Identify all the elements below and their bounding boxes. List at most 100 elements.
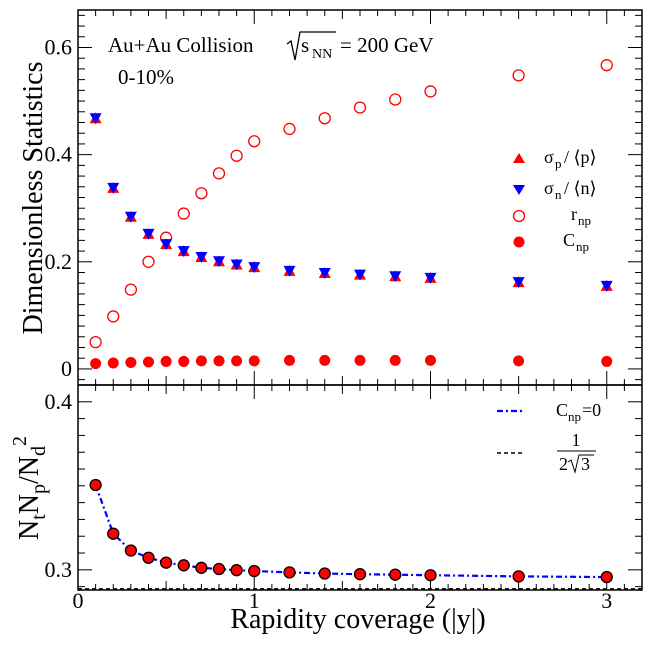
data-point-cnp: [231, 355, 243, 367]
legend-label-sub: np: [576, 239, 589, 254]
legend-label-rest: / ⟨n⟩: [564, 178, 597, 198]
bottom-y-axis-title: NtNp/Nd2: [9, 436, 50, 540]
top-y-axis-title: Dimensionless Statistics: [18, 62, 49, 335]
data-point-cnp: [90, 358, 102, 370]
data-point-cnp: [513, 355, 525, 367]
data-point-cnp: [319, 354, 331, 366]
legend-label-main: σ: [544, 178, 554, 198]
y-tick-label: 0.4: [45, 142, 73, 167]
legend-label-rest: =0: [582, 400, 601, 420]
top-markers: [89, 59, 613, 370]
sqrt-sign: [567, 454, 594, 474]
bottom-markers: [89, 478, 613, 584]
data-point-rnp: [248, 135, 261, 148]
data-point-sigma-n: [424, 272, 437, 284]
data-point-sigma-n: [230, 259, 243, 271]
legend-marker-open-circle: [512, 209, 526, 223]
data-point: [142, 551, 155, 564]
data-point-rnp: [177, 207, 190, 220]
y-tick-label: 0.3: [45, 557, 73, 582]
data-point-sigma-n: [142, 228, 155, 240]
data-point: [353, 568, 367, 581]
data-point-sigma-n: [89, 113, 102, 125]
legend-label-sub: n: [555, 187, 562, 202]
data-point-cnp: [389, 354, 401, 366]
legend-label-sub: np: [568, 409, 581, 424]
data-point-rnp: [89, 335, 102, 349]
data-point-rnp: [424, 85, 437, 98]
data-point: [177, 559, 190, 572]
data-point-rnp: [195, 187, 208, 200]
x-tick-label: 1: [249, 588, 260, 613]
data-point: [124, 544, 138, 557]
data-point: [89, 478, 102, 492]
y-tick-label: 0: [61, 356, 72, 381]
legend-label-rest: / ⟨p⟩: [564, 147, 597, 167]
fraction-denominator-radicand: 3: [581, 454, 590, 474]
data-point-sigma-n: [213, 256, 225, 268]
data-point-cnp: [160, 355, 172, 367]
data-point-cnp: [248, 355, 260, 367]
data-point: [424, 569, 437, 582]
y-tick-label: 0.4: [45, 389, 73, 414]
data-point: [283, 566, 296, 579]
data-point-rnp: [600, 59, 613, 72]
data-point-sigma-n: [107, 182, 120, 194]
data-point: [230, 564, 243, 577]
data-point: [159, 556, 173, 569]
legend-entry-cnp-zero: C np =0: [497, 400, 601, 424]
data-point: [212, 562, 226, 576]
x-axis-title: Rapidity coverage (|y|): [230, 604, 485, 635]
legend-label-sub: p: [555, 156, 562, 171]
top-panel: 0 0.2 0.4 0.6 Au+Au Collision s NN = 200 Ge…: [18, 9, 643, 386]
data-point-rnp: [283, 122, 296, 136]
data-point-sigma-n: [177, 246, 190, 258]
top-legend: σ p / ⟨p⟩ σ n / ⟨n⟩ r np C np: [512, 147, 597, 254]
data-point: [318, 567, 331, 580]
data-point-sigma-n: [160, 239, 173, 251]
y-tick-label: 0.2: [45, 249, 73, 274]
data-point-sigma-n: [248, 262, 261, 274]
fraction-denominator-prefix: 2: [559, 454, 568, 474]
legend-entry-sigma-n: σ n / ⟨n⟩: [513, 178, 597, 202]
sqrt-sign: [286, 31, 336, 61]
data-point-sigma-n: [195, 251, 208, 263]
data-point-rnp: [124, 283, 138, 296]
data-point-rnp: [142, 255, 155, 268]
data-point-cnp: [213, 355, 225, 367]
legend-marker-triangle-up: [513, 153, 525, 163]
data-point: [248, 564, 261, 578]
collision-label: Au+Au Collision: [108, 33, 254, 57]
data-point-cnp: [143, 356, 154, 368]
legend-entry-cnp: C np: [513, 230, 589, 254]
legend-label-main: σ: [544, 147, 554, 167]
legend-label-sub: np: [578, 213, 591, 228]
data-point-rnp: [212, 167, 226, 180]
x-tick-label: 0: [73, 588, 84, 613]
data-point: [600, 570, 613, 584]
data-point-rnp: [353, 101, 367, 114]
x-tick-label: 2: [425, 588, 436, 613]
data-point-cnp: [425, 354, 436, 366]
data-point: [389, 568, 402, 581]
bottom-panel: 0.3 0.4 C np =0 1 2 3 NtNp/Nd2: [9, 384, 643, 591]
data-point-rnp: [512, 69, 525, 82]
legend-label-main: r: [571, 204, 577, 224]
legend-marker-filled-circle: [513, 236, 525, 248]
data-point-sigma-n: [318, 268, 331, 280]
energy-value: = 200 GeV: [340, 33, 434, 57]
data-point: [512, 570, 525, 583]
data-point-cnp: [601, 355, 613, 367]
x-tick-label: 3: [601, 588, 612, 613]
data-point-sigma-n: [389, 271, 402, 283]
centrality-label: 0-10%: [118, 65, 174, 89]
data-point-sigma-n: [124, 211, 137, 223]
data-point-rnp: [318, 112, 331, 125]
legend-entry-sigma-p: σ p / ⟨p⟩: [513, 147, 597, 171]
energy-symbol: s: [301, 33, 309, 57]
data-point-sigma-n: [354, 269, 366, 281]
series-line-cnp-zero: [94, 484, 607, 579]
bottom-legend: C np =0 1 2 3: [497, 400, 601, 474]
legend-marker-triangle-down: [513, 185, 525, 195]
